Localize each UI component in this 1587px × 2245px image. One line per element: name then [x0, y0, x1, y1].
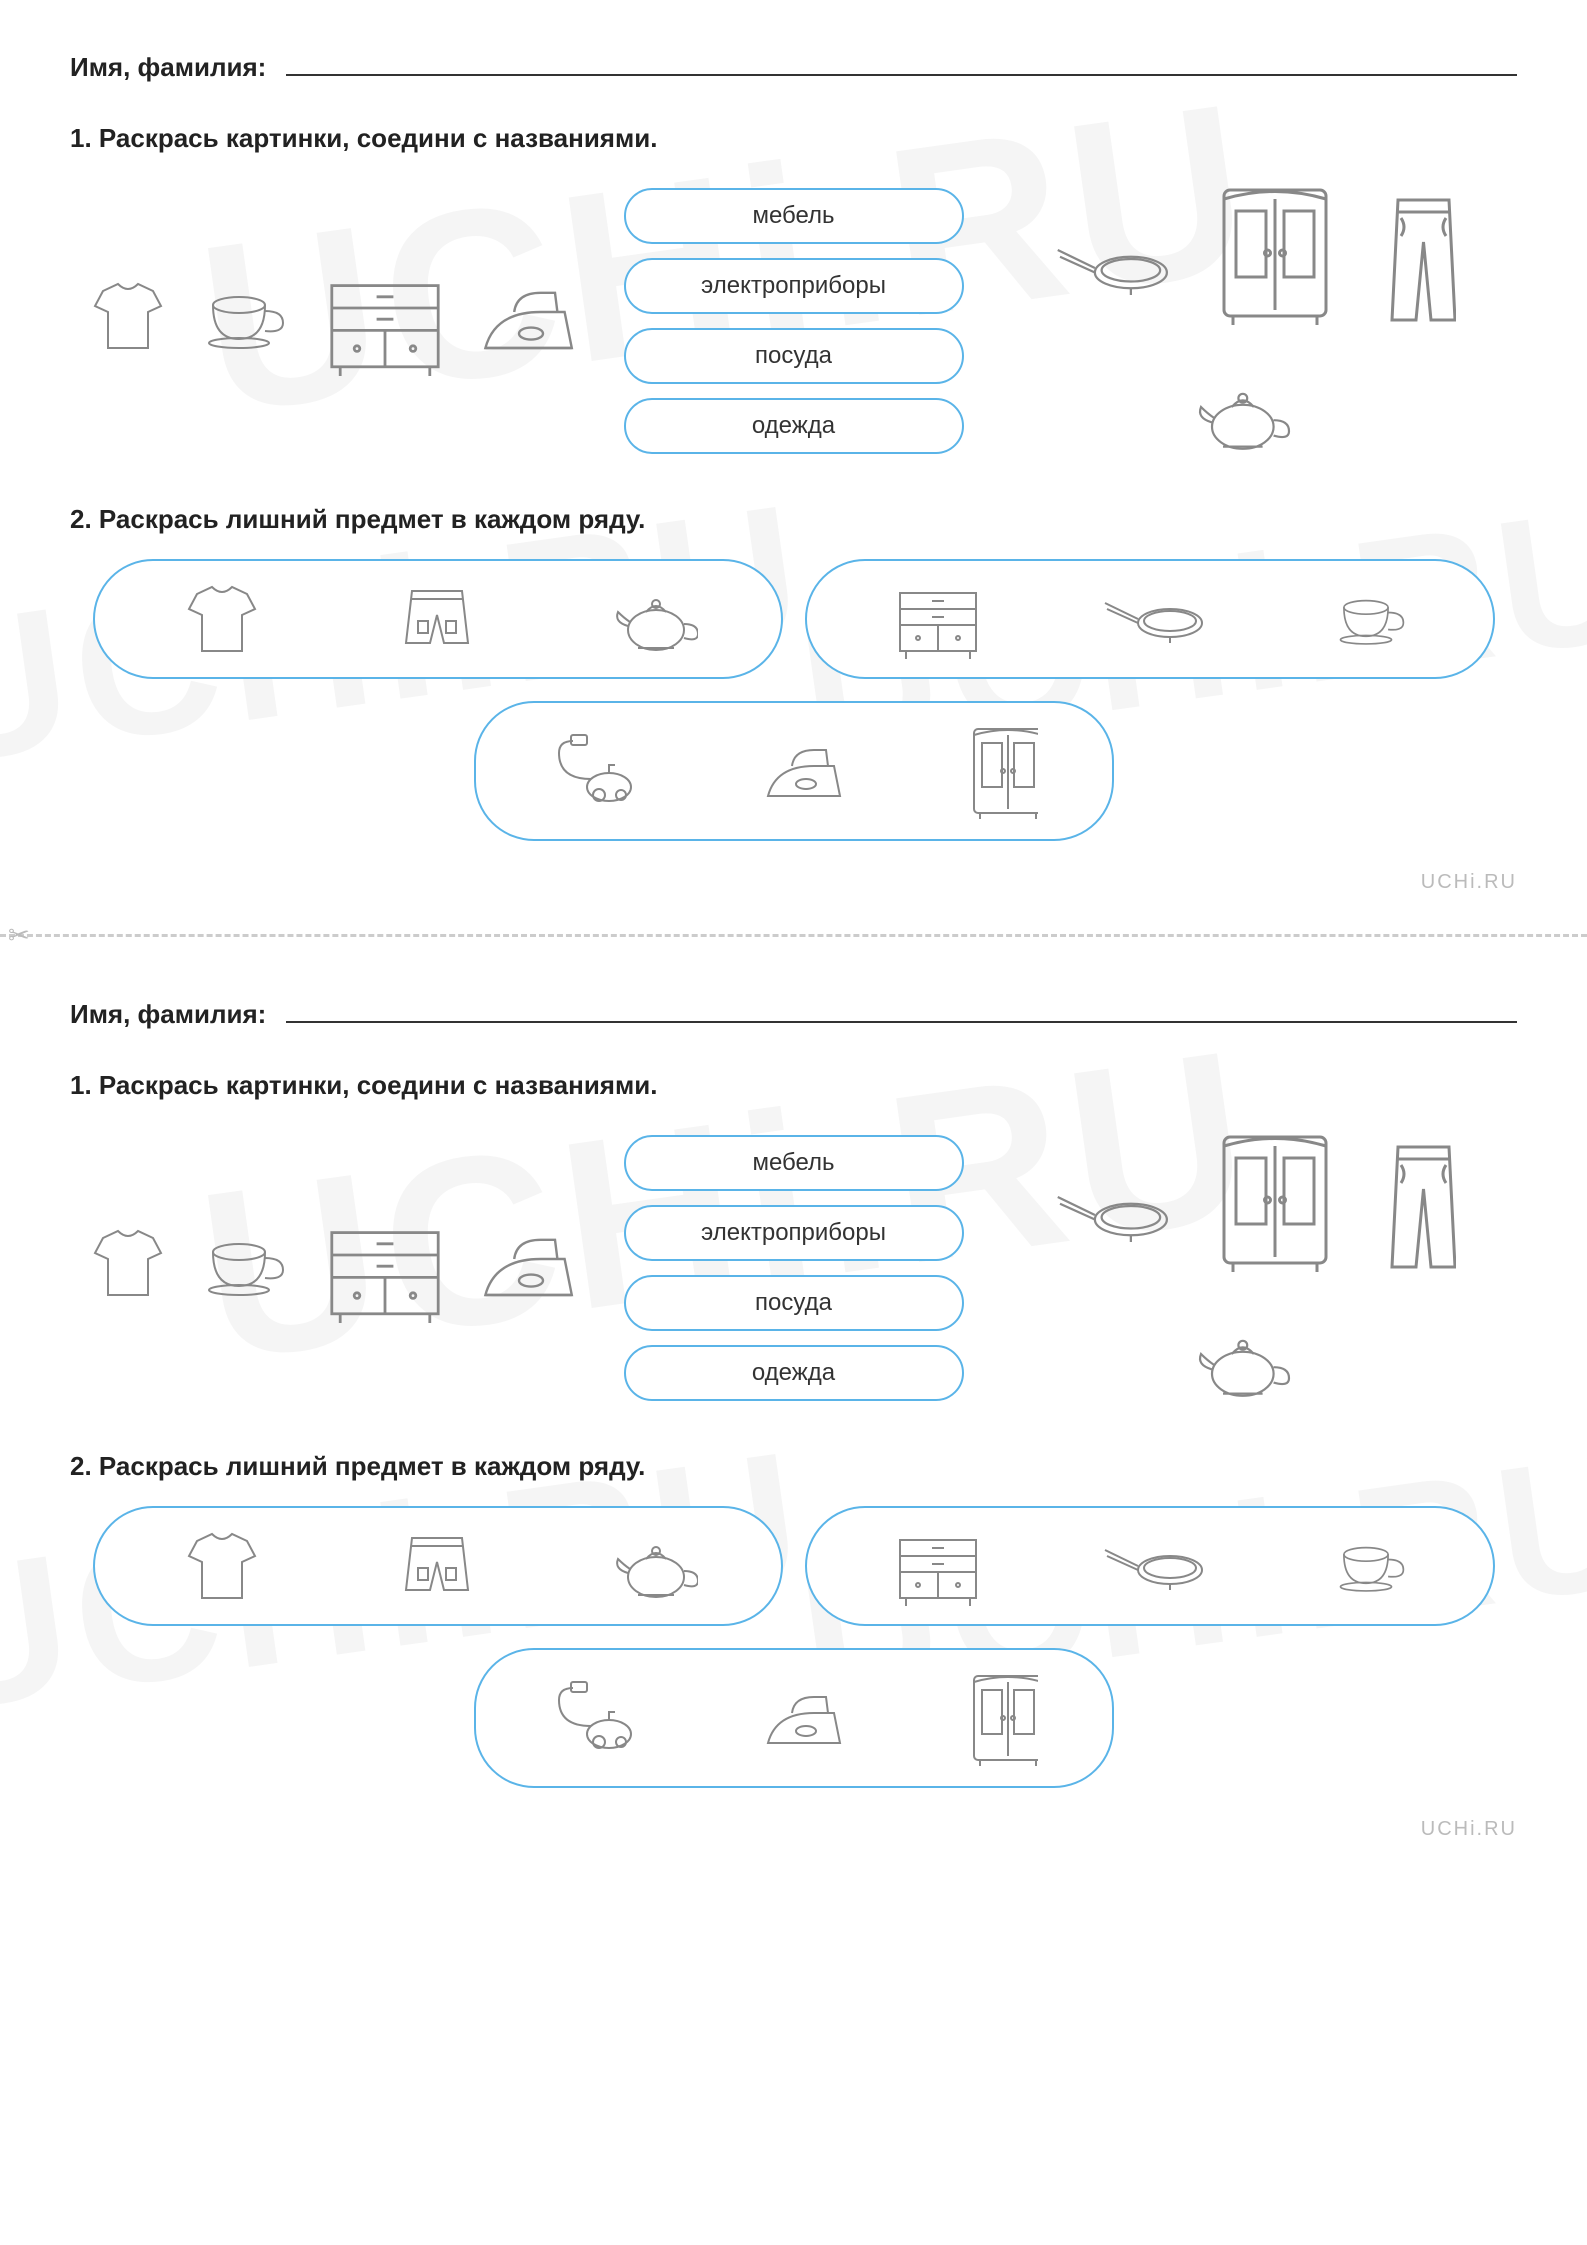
task1-left-images — [70, 1213, 604, 1323]
task1-area: мебель электроприборы посуда одежда — [70, 1125, 1517, 1411]
footer-brand: UCHi.RU — [70, 871, 1517, 894]
footer-brand: UCHi.RU — [70, 1818, 1517, 1841]
name-input-line[interactable] — [286, 997, 1517, 1023]
cup-icon — [1332, 587, 1412, 652]
pan-icon — [1044, 223, 1184, 313]
tshirt-icon — [83, 1223, 183, 1313]
category-pills: мебель электроприборы посуда одежда — [624, 1135, 964, 1401]
worksheet-top: UCHi.RU UCHi.RU UCHi.RU Имя, фамилия: 1.… — [0, 0, 1587, 924]
cup-icon — [199, 1228, 299, 1308]
category-pill-dishes[interactable]: посуда — [624, 328, 964, 384]
pants-icon — [1356, 188, 1456, 348]
vacuum-icon — [549, 1676, 649, 1761]
name-label: Имя, фамилия: — [70, 999, 266, 1030]
wardrobe-icon — [958, 721, 1038, 821]
pan-icon — [1044, 1170, 1184, 1260]
name-field-row: Имя, фамилия: — [70, 997, 1517, 1030]
tshirt-icon — [177, 1526, 267, 1606]
task2-row1 — [93, 559, 783, 679]
shorts-icon — [392, 579, 482, 659]
teapot-icon — [608, 1529, 698, 1604]
teapot-icon — [1190, 374, 1310, 464]
category-pill-clothes[interactable]: одежда — [624, 1345, 964, 1401]
cup-icon — [199, 281, 299, 361]
category-pill-appliances[interactable]: электроприборы — [624, 258, 964, 314]
dresser-icon — [888, 1526, 978, 1606]
task1-left-images — [70, 266, 604, 376]
cup-icon — [1332, 1534, 1412, 1599]
pants-icon — [1356, 1135, 1456, 1295]
task2-area — [70, 559, 1517, 841]
worksheet-bottom: UCHi.RU UCHi.RU UCHi.RU Имя, фамилия: 1.… — [0, 947, 1587, 1871]
dresser-icon — [315, 1213, 455, 1323]
dresser-icon — [315, 266, 455, 376]
iron-icon — [756, 736, 851, 806]
name-field-row: Имя, фамилия: — [70, 50, 1517, 83]
pan-icon — [1100, 1531, 1210, 1601]
task2-row1 — [93, 1506, 783, 1626]
task2-title: 2. Раскрась лишний предмет в каждом ряду… — [70, 1451, 1517, 1482]
task2-title: 2. Раскрась лишний предмет в каждом ряду… — [70, 504, 1517, 535]
task2-row2 — [805, 559, 1495, 679]
category-pill-furniture[interactable]: мебель — [624, 188, 964, 244]
category-pill-dishes[interactable]: посуда — [624, 1275, 964, 1331]
pan-icon — [1100, 584, 1210, 654]
wardrobe-icon — [1200, 1125, 1340, 1305]
category-pill-appliances[interactable]: электроприборы — [624, 1205, 964, 1261]
task2-row2 — [805, 1506, 1495, 1626]
task2-row3 — [474, 701, 1114, 841]
wardrobe-icon — [1200, 178, 1340, 358]
task1-area: мебель электроприборы посуда одежда — [70, 178, 1517, 464]
task1-title: 1. Раскрась картинки, соедини с названия… — [70, 1070, 1517, 1101]
task2-area — [70, 1506, 1517, 1788]
wardrobe-icon — [958, 1668, 1038, 1768]
vacuum-icon — [549, 729, 649, 814]
dresser-icon — [888, 579, 978, 659]
tshirt-icon — [177, 579, 267, 659]
category-pill-furniture[interactable]: мебель — [624, 1135, 964, 1191]
tshirt-icon — [83, 276, 183, 366]
task1-right-images — [984, 178, 1518, 464]
iron-icon — [471, 1223, 591, 1313]
task2-row3 — [474, 1648, 1114, 1788]
task1-right-images — [984, 1125, 1518, 1411]
category-pill-clothes[interactable]: одежда — [624, 398, 964, 454]
name-input-line[interactable] — [286, 50, 1517, 76]
category-pills: мебель электроприборы посуда одежда — [624, 188, 964, 454]
name-label: Имя, фамилия: — [70, 52, 266, 83]
shorts-icon — [392, 1526, 482, 1606]
teapot-icon — [608, 582, 698, 657]
cut-line — [0, 934, 1587, 937]
task1-title: 1. Раскрась картинки, соедини с названия… — [70, 123, 1517, 154]
iron-icon — [471, 276, 591, 366]
teapot-icon — [1190, 1321, 1310, 1411]
iron-icon — [756, 1683, 851, 1753]
